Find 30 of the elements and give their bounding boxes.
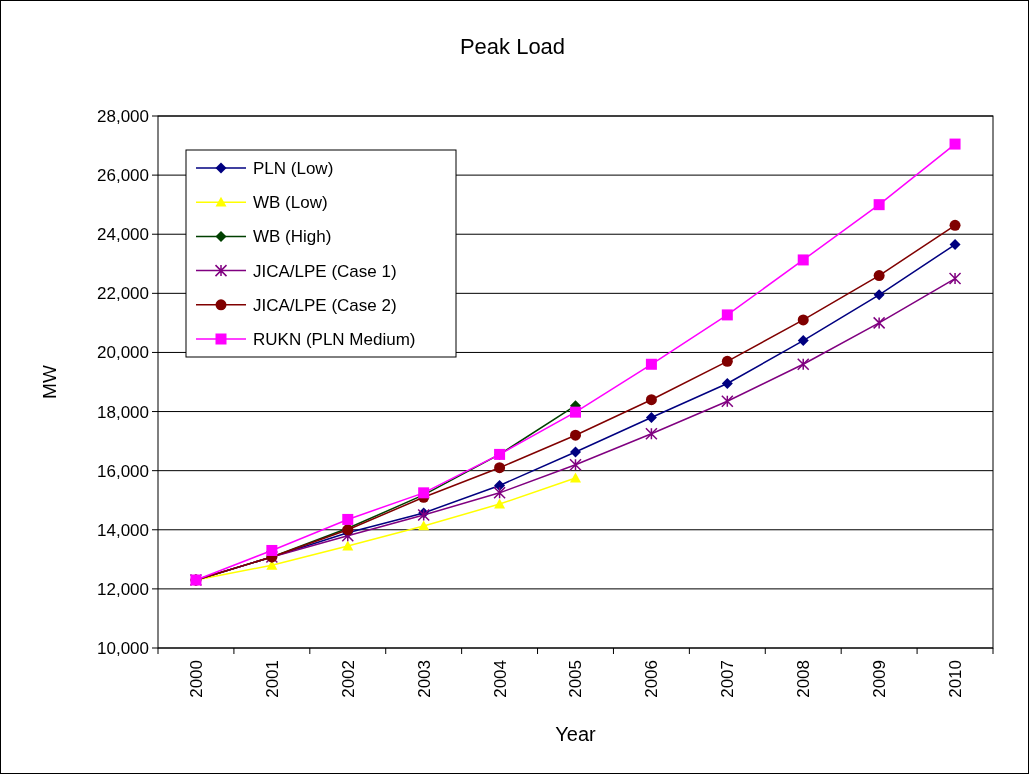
- y-tick-label: 28,000: [97, 106, 149, 126]
- legend-label: JICA/LPE (Case 1): [253, 261, 397, 281]
- y-tick-label: 18,000: [97, 402, 149, 422]
- y-tick-label: 10,000: [97, 638, 149, 658]
- y-tick-label: 24,000: [97, 225, 149, 245]
- y-tick-label: 26,000: [97, 166, 149, 186]
- y-tick-label: 16,000: [97, 461, 149, 481]
- legend-label: WB (Low): [253, 193, 328, 213]
- y-tick-label: 14,000: [97, 520, 149, 540]
- y-tick-label: 12,000: [97, 579, 149, 599]
- x-tick-label: 2000: [186, 660, 206, 698]
- legend-label: RUKN (PLN Medium): [253, 329, 416, 349]
- x-tick-label: 2006: [642, 660, 662, 698]
- x-tick-label: 2010: [946, 660, 965, 698]
- x-tick-label: 2008: [794, 660, 814, 698]
- legend-label: WB (High): [253, 227, 332, 247]
- y-axis-title: MW: [39, 365, 60, 399]
- x-tick-label: 2007: [718, 660, 738, 698]
- legend-label: PLN (Low): [253, 158, 334, 178]
- x-tick-label: 2001: [262, 660, 282, 698]
- x-axis-title: Year: [555, 723, 597, 745]
- x-tick-label: 2002: [338, 660, 358, 698]
- x-tick-label: 2004: [490, 660, 510, 698]
- x-tick-label: 2009: [870, 660, 890, 698]
- x-tick-label: 2005: [566, 660, 586, 698]
- chart-title: Peak Load: [459, 34, 566, 59]
- y-tick-label: 22,000: [97, 284, 149, 304]
- legend-label: JICA/LPE (Case 2): [253, 295, 397, 315]
- x-tick-label: 2003: [414, 660, 434, 698]
- y-tick-label: 20,000: [97, 343, 149, 363]
